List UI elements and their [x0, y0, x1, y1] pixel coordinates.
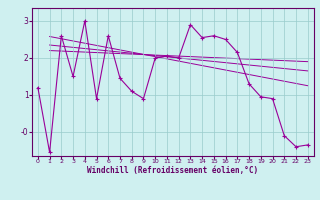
X-axis label: Windchill (Refroidissement éolien,°C): Windchill (Refroidissement éolien,°C)	[87, 166, 258, 175]
